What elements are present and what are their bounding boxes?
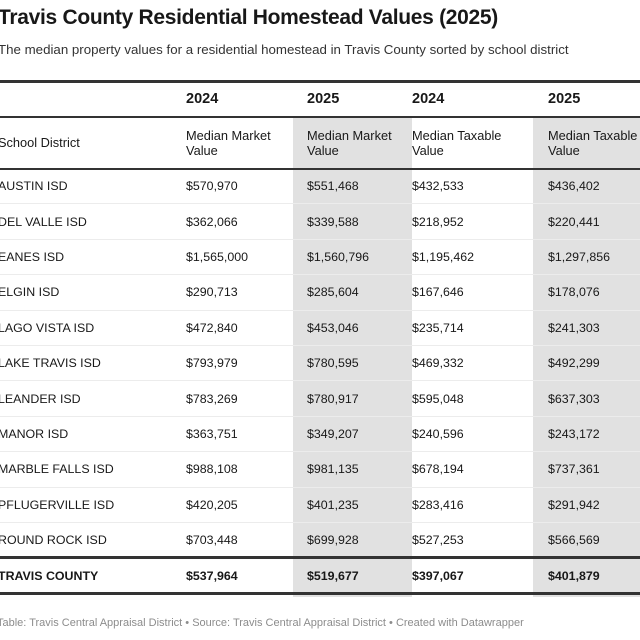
value-cell: $981,135 [307,462,359,477]
value-cell: $1,195,462 [412,249,475,264]
year-header: 2024 [412,91,445,108]
value-cell: $469,332 [412,356,464,371]
value-cell: $783,269 [186,391,238,406]
value-cell: $167,646 [412,285,464,300]
value-cell: $362,066 [186,214,238,229]
highlight-column-2025-market [293,117,412,597]
total-value: $397,067 [412,568,464,583]
total-value: $537,964 [186,568,238,583]
chart-title: Travis County Residential Homestead Valu… [0,6,498,29]
value-cell: $551,468 [307,179,359,194]
value-cell: $737,361 [548,462,600,477]
value-cell: $235,714 [412,320,464,335]
value-cell: $178,076 [548,285,600,300]
column-header-row: School District Median Market Value Median… [0,117,640,169]
value-cell: $436,402 [548,179,600,194]
value-cell: $339,588 [307,214,359,229]
value-cell: $780,917 [307,391,359,406]
table-row: ROUND ROCK ISD $703,448 $699,928 $527,253 $5… [0,522,640,558]
value-cell: $243,172 [548,426,600,441]
value-cell: $432,533 [412,179,464,194]
value-cell: $420,205 [186,497,238,512]
column-header: Median Market Value [186,127,271,158]
district-name: DEL VALLE ISD [0,214,87,229]
value-cell: $492,299 [548,356,600,371]
value-cell: $1,297,856 [548,249,611,264]
value-cell: $595,048 [412,391,464,406]
district-name: EANES ISD [0,249,65,264]
value-cell: $566,569 [548,532,600,547]
value-cell: $290,713 [186,285,238,300]
table-row: ELGIN ISD $290,713 $285,604 $167,646 $178,07… [0,275,640,311]
total-value: $519,677 [307,568,359,583]
value-cell: $285,604 [307,285,359,300]
column-header: Median Taxable Value [412,127,502,158]
value-cell: $1,565,000 [186,249,249,264]
year-header: 2025 [307,91,340,108]
table-row: LAKE TRAVIS ISD $793,979 $780,595 $469,332 $… [0,345,640,381]
district-name: ROUND ROCK ISD [0,532,107,547]
value-cell: $699,928 [307,532,359,547]
district-name: MARBLE FALLS ISD [0,462,114,477]
value-cell: $678,194 [412,462,464,477]
column-header: Median Market Value [307,127,392,158]
year-header: 2025 [548,91,581,108]
district-name: ELGIN ISD [0,285,60,300]
value-cell: $570,970 [186,179,238,194]
year-header-row: 2024 2025 2024 2025 [0,81,640,117]
year-header: 2024 [186,91,219,108]
chart-subtitle: The median property values for a residen… [0,42,569,57]
value-cell: $780,595 [307,356,359,371]
column-header: School District [0,135,80,150]
value-cell: $703,448 [186,532,238,547]
district-name: MANOR ISD [0,426,69,441]
value-cell: $988,108 [186,462,238,477]
table-row: MARBLE FALLS ISD $988,108 $981,135 $678,194… [0,452,640,488]
total-row: TRAVIS COUNTY $537,964 $519,677 $397,067 $40… [0,557,640,594]
district-name: LAGO VISTA ISD [0,320,95,335]
footer-source: Table: Travis Central Appraisal District… [0,617,524,629]
value-cell: $241,303 [548,320,600,335]
value-cell: $1,560,796 [307,249,370,264]
total-label: TRAVIS COUNTY [0,568,99,583]
table-row: LEANDER ISD $783,269 $780,917 $595,048 $637,… [0,381,640,417]
value-cell: $527,253 [412,532,464,547]
year-header [0,82,186,117]
value-cell: $637,303 [548,391,600,406]
district-name: LEANDER ISD [0,391,81,406]
value-cell: $401,235 [307,497,359,512]
table-row: DEL VALLE ISD $362,066 $339,588 $218,952 $22… [0,204,640,240]
value-cell: $220,441 [548,214,600,229]
total-value: $401,879 [548,568,600,583]
value-cell: $291,942 [548,497,600,512]
district-name: LAKE TRAVIS ISD [0,356,101,371]
value-cell: $453,046 [307,320,359,335]
table-row: PFLUGERVILLE ISD $420,205 $401,235 $283,416… [0,487,640,523]
data-table: 2024 2025 2024 2025 School District Median M… [0,80,640,595]
value-cell: $349,207 [307,426,359,441]
table-row: AUSTIN ISD $570,970 $551,468 $432,533 $436,4… [0,169,640,204]
column-header: Median Taxable Value [548,127,638,158]
value-cell: $283,416 [412,497,464,512]
value-cell: $218,952 [412,214,464,229]
value-cell: $472,840 [186,320,238,335]
value-cell: $793,979 [186,356,238,371]
table-row: MANOR ISD $363,751 $349,207 $240,596 $243,17… [0,416,640,452]
table-row: EANES ISD $1,565,000 $1,560,796 $1,195,462 $… [0,239,640,275]
value-cell: $363,751 [186,426,238,441]
value-cell: $240,596 [412,426,464,441]
district-name: PFLUGERVILLE ISD [0,497,115,512]
district-name: AUSTIN ISD [0,179,68,194]
highlight-column-2025-taxable [533,117,640,597]
table-row: LAGO VISTA ISD $472,840 $453,046 $235,714 $2… [0,310,640,346]
